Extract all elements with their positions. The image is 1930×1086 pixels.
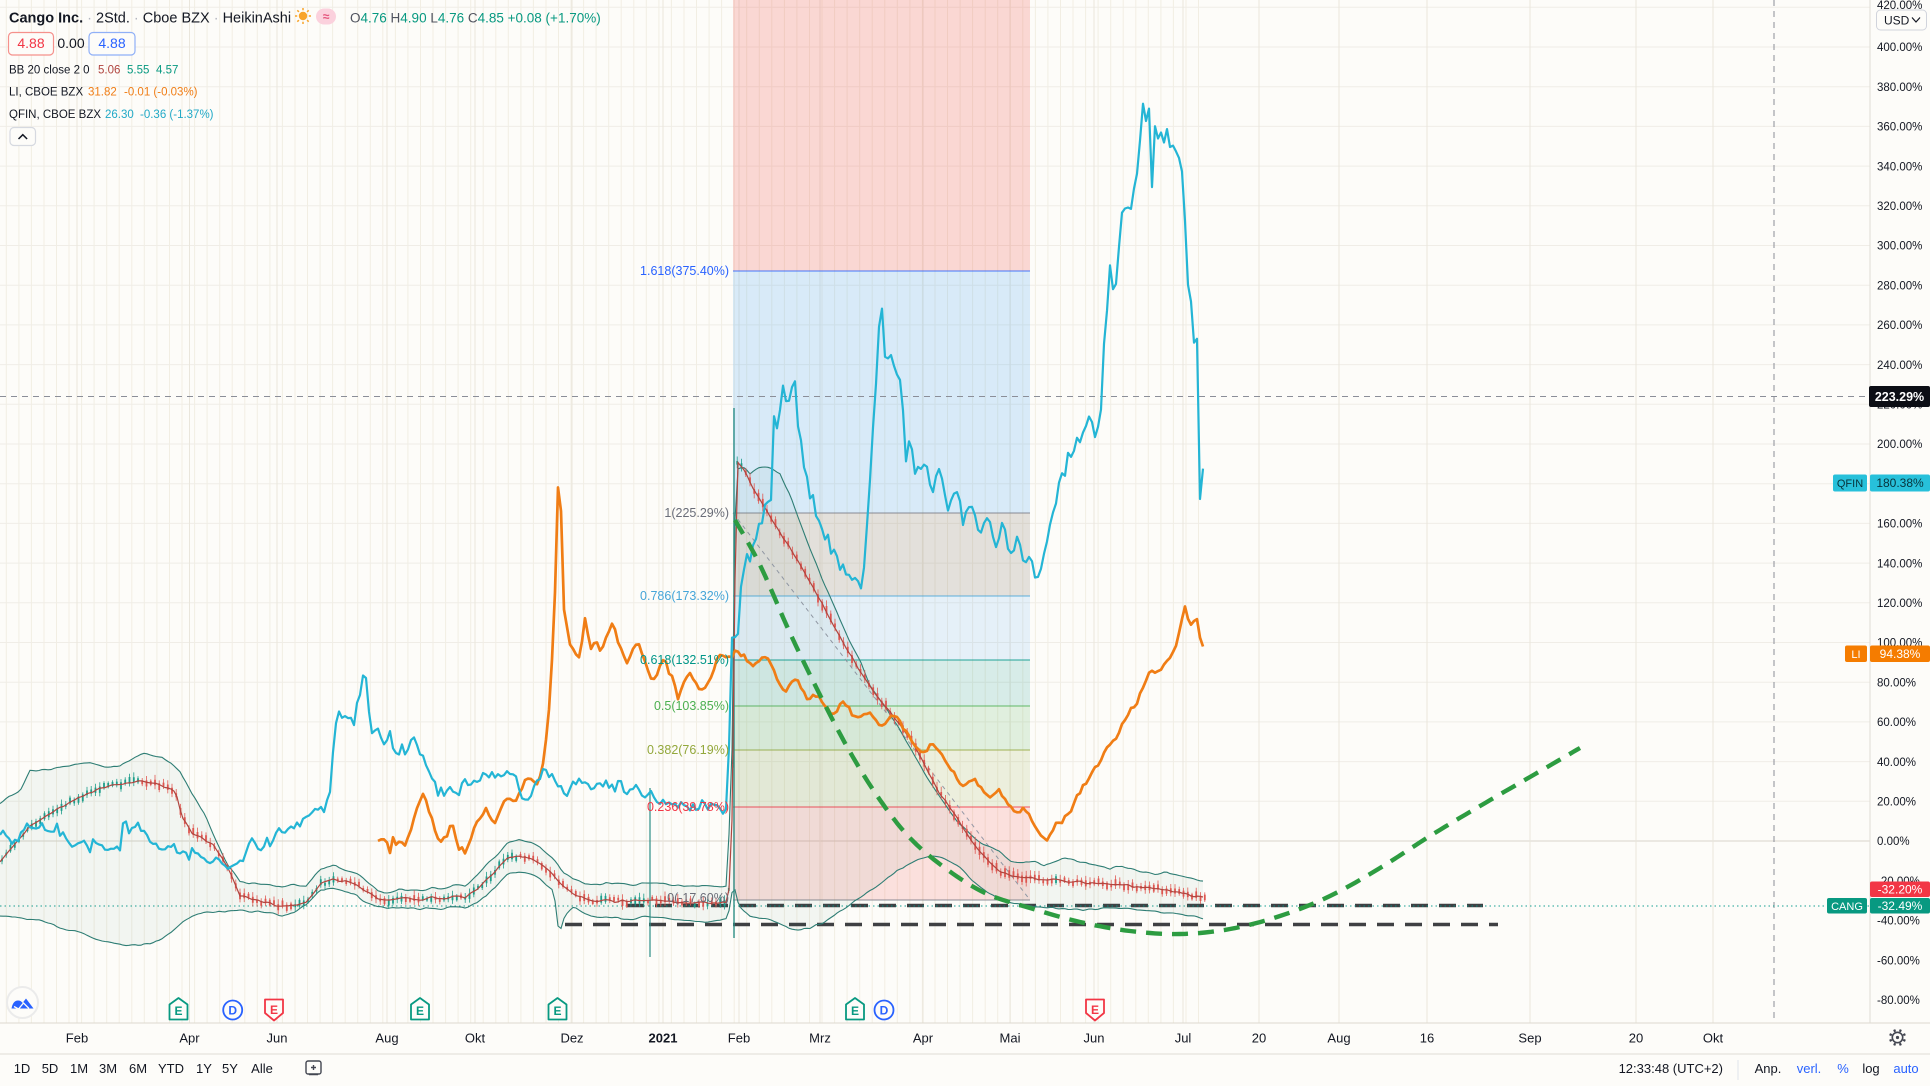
svg-text:-80.00%: -80.00% [1877,995,1920,1007]
svg-text:QFIN, CBOE BZX: QFIN, CBOE BZX [9,109,101,121]
svg-text:Jul: Jul [1175,1031,1192,1046]
svg-text:Apr: Apr [179,1031,200,1046]
svg-text:4.88: 4.88 [98,35,125,51]
svg-text:0.618(132.51%): 0.618(132.51%) [640,653,729,667]
svg-text:140.00%: 140.00% [1877,558,1922,570]
svg-text:USD: USD [1884,14,1910,28]
svg-text:Jun: Jun [1084,1031,1105,1046]
svg-text:Feb: Feb [66,1031,88,1046]
svg-text:-40.00%: -40.00% [1877,916,1920,928]
svg-text:0.5(103.85%): 0.5(103.85%) [654,699,729,713]
svg-text:-32.20%: -32.20% [1878,883,1923,897]
svg-text:12:33:48 (UTC+2): 12:33:48 (UTC+2) [1619,1061,1723,1076]
svg-text:2021: 2021 [649,1031,678,1046]
svg-text:Cango Inc. · 2Std. · Cboe BZX: Cango Inc. · 2Std. · Cboe BZX · HeikinAs… [9,11,291,27]
svg-text:4.57: 4.57 [156,65,178,77]
svg-text:Alle: Alle [251,1061,273,1076]
svg-text:40.00%: 40.00% [1877,757,1916,769]
svg-text:E: E [553,1004,561,1018]
svg-text:E: E [270,1003,278,1017]
svg-text:200.00%: 200.00% [1877,439,1922,451]
svg-text:0.786(173.32%): 0.786(173.32%) [640,589,729,603]
svg-text:Okt: Okt [1703,1031,1724,1046]
svg-text:Sep: Sep [1518,1031,1541,1046]
svg-text:6M: 6M [129,1061,147,1076]
svg-text:verl.: verl. [1797,1061,1822,1076]
svg-text:180.38%: 180.38% [1876,476,1924,490]
svg-text:D: D [228,1004,237,1018]
svg-text:31.82: 31.82 [88,87,117,99]
svg-text:≈: ≈ [323,10,330,24]
svg-text:LI: LI [1851,649,1860,661]
svg-text:400.00%: 400.00% [1877,42,1922,54]
svg-text:120.00%: 120.00% [1877,598,1922,610]
svg-text:20: 20 [1629,1031,1643,1046]
svg-text:420.00%: 420.00% [1877,0,1922,12]
svg-text:4.88: 4.88 [17,35,44,51]
svg-text:Aug: Aug [1327,1031,1350,1046]
svg-text:300.00%: 300.00% [1877,241,1922,253]
svg-text:Mrz: Mrz [809,1031,831,1046]
svg-text:1Y: 1Y [196,1061,212,1076]
svg-text:5.06: 5.06 [98,65,120,77]
svg-text:%: % [1837,1061,1849,1076]
svg-text:320.00%: 320.00% [1877,201,1922,213]
svg-text:1.618(375.40%): 1.618(375.40%) [640,264,729,278]
svg-text:0.236(39.78%): 0.236(39.78%) [647,800,729,814]
svg-text:1(225.29%): 1(225.29%) [664,506,729,520]
svg-text:160.00%: 160.00% [1877,519,1922,531]
svg-text:QFIN: QFIN [1837,478,1863,490]
svg-text:5Y: 5Y [222,1061,238,1076]
svg-text:0(-17.60%): 0(-17.60%) [667,891,729,905]
svg-text:16: 16 [1420,1031,1434,1046]
svg-text:-32.49%: -32.49% [1878,899,1923,913]
svg-text:-0.36 (-1.37%): -0.36 (-1.37%) [140,109,214,121]
svg-text:340.00%: 340.00% [1877,161,1922,173]
svg-text:Aug: Aug [375,1031,398,1046]
svg-text:5.55: 5.55 [127,65,149,77]
svg-text:Okt: Okt [465,1031,486,1046]
svg-text:26.30: 26.30 [105,109,134,121]
svg-text:60.00%: 60.00% [1877,717,1916,729]
svg-text:223.29%: 223.29% [1875,390,1924,404]
svg-text:E: E [174,1004,182,1018]
svg-text:0.00: 0.00 [57,35,84,51]
svg-text:log: log [1862,1061,1879,1076]
svg-text:260.00%: 260.00% [1877,320,1922,332]
svg-text:94.38%: 94.38% [1880,647,1921,661]
svg-text:E: E [851,1004,859,1018]
svg-text:Anp.: Anp. [1755,1061,1782,1076]
svg-text:-60.00%: -60.00% [1877,955,1920,967]
svg-text:0.382(76.19%): 0.382(76.19%) [647,743,729,757]
svg-text:auto: auto [1893,1061,1918,1076]
svg-text:20.00%: 20.00% [1877,797,1916,809]
svg-text:Apr: Apr [913,1031,934,1046]
svg-text:Dez: Dez [560,1031,583,1046]
svg-text:80.00%: 80.00% [1877,677,1916,689]
svg-text:Mai: Mai [1000,1031,1021,1046]
svg-text:360.00%: 360.00% [1877,122,1922,134]
svg-text:-0.01 (-0.03%): -0.01 (-0.03%) [124,87,198,99]
svg-text:0.00%: 0.00% [1877,836,1910,848]
svg-text:3M: 3M [99,1061,117,1076]
svg-text:1M: 1M [70,1061,88,1076]
svg-text:20: 20 [1252,1031,1266,1046]
svg-text:BB 20 close 2 0: BB 20 close 2 0 [9,65,90,77]
svg-text:O4.76 H4.90 L4.76 C4.85 +0.08: O4.76 H4.90 L4.76 C4.85 +0.08 (+1.70%) [350,11,601,26]
svg-text:D: D [880,1004,889,1018]
svg-text:5D: 5D [42,1061,59,1076]
svg-text:LI, CBOE BZX: LI, CBOE BZX [9,87,83,99]
svg-text:E: E [1091,1003,1099,1017]
svg-text:YTD: YTD [158,1061,184,1076]
svg-text:280.00%: 280.00% [1877,280,1922,292]
svg-text:380.00%: 380.00% [1877,82,1922,94]
svg-text:240.00%: 240.00% [1877,360,1922,372]
svg-text:Feb: Feb [728,1031,750,1046]
svg-text:Jun: Jun [267,1031,288,1046]
svg-text:1D: 1D [14,1061,31,1076]
svg-text:E: E [416,1004,424,1018]
svg-text:CANG: CANG [1831,901,1863,913]
